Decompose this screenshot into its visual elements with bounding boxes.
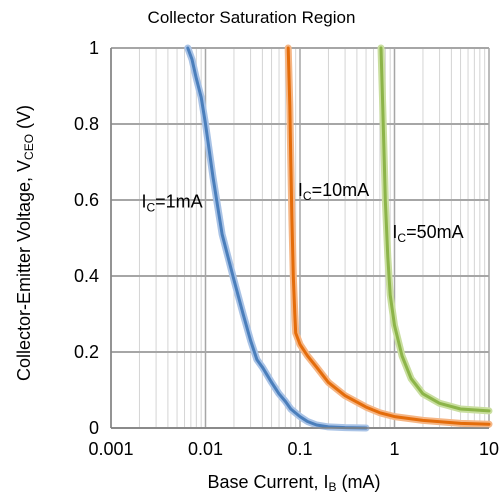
series-layer (184, 44, 493, 432)
y-tick-label: 1 (89, 38, 99, 58)
y-tick-label: 0.4 (74, 266, 99, 286)
y-tick-label: 0.6 (74, 190, 99, 210)
series-annotations: IC=1mA IC=10mA IC=50mA (141, 180, 463, 245)
x-tick-label: 0.01 (188, 439, 223, 459)
axes (110, 48, 489, 429)
x-axis-label: Base Current, IB (mA) (207, 472, 381, 494)
series-label: IC=10mA (298, 180, 369, 203)
y-tick-label: 0.8 (74, 114, 99, 134)
series-line (286, 46, 491, 426)
series-halo (184, 44, 370, 432)
y-tick-label: 0 (89, 418, 99, 438)
x-tick-label: 0.1 (287, 439, 312, 459)
series-label: IC=50mA (392, 222, 463, 245)
x-tick-label: 10 (479, 439, 499, 459)
x-tick-label: 0.001 (88, 439, 133, 459)
series-line (186, 46, 368, 430)
series-label: IC=1mA (141, 192, 202, 215)
x-tick-label: 1 (389, 439, 399, 459)
chart-title: Collector Saturation Region (147, 8, 356, 27)
tick-labels: 0.001 0.01 0.1 1 10 0 0.2 0.4 0.6 0.8 1 (74, 38, 499, 459)
y-axis-label: Collector-Emitter Voltage, VCEO (V) (14, 104, 36, 382)
y-tick-label: 0.2 (74, 342, 99, 362)
series-line (379, 46, 491, 413)
